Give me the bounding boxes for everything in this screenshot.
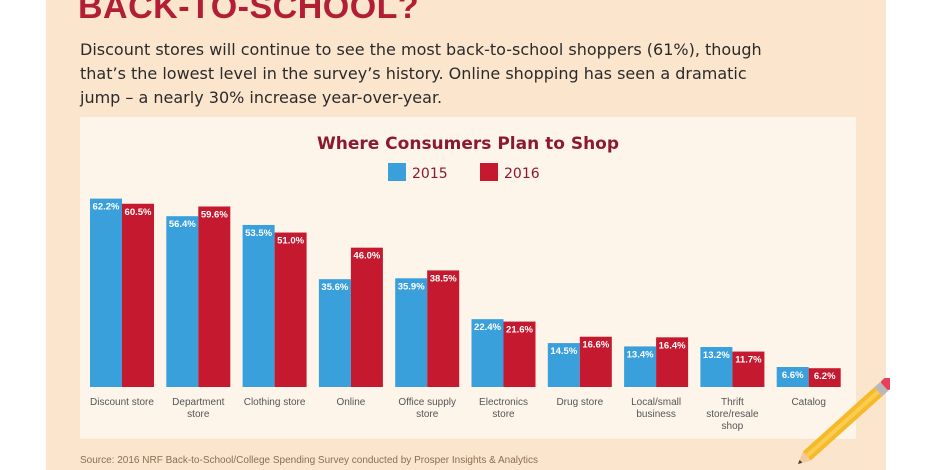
bar-2016-1 [198, 206, 231, 387]
category-label-8: store/resale [706, 409, 759, 420]
data-label-2015-5: 22.4% [474, 322, 501, 333]
bar-2016-4 [427, 270, 460, 387]
data-label-2016-3: 46.0% [353, 251, 380, 262]
chart-container: Where Consumers Plan to Shop 2015 2016 62.2… [80, 117, 856, 439]
category-label-5: Electronics [479, 397, 528, 408]
data-label-2015-3: 35.6% [321, 282, 348, 293]
bar-2015-8 [700, 347, 733, 387]
category-label-4: Office supply [398, 397, 456, 408]
bar-2015-3 [318, 279, 351, 387]
category-label-6: Drug store [556, 397, 603, 408]
headline: BACK-TO-SCHOOL? [78, 0, 420, 26]
bar-2016-8 [732, 351, 765, 387]
category-label-4: store [416, 409, 439, 420]
legend-swatch-2015 [388, 163, 406, 181]
bar-2015-4 [395, 278, 428, 387]
bar-chart: Where Consumers Plan to Shop 2015 2016 62.2… [90, 134, 841, 432]
bar-2015-7 [624, 346, 657, 387]
category-label-3: Online [336, 397, 365, 408]
data-label-2015-1: 56.4% [169, 219, 196, 230]
intro-text: Discount stores will continue to see the… [80, 40, 762, 107]
category-label-8: shop [722, 421, 744, 432]
bar-2016-5 [503, 321, 536, 387]
data-label-2016-9: 6.2% [814, 371, 836, 382]
pencil-icon [798, 378, 890, 464]
data-label-2016-6: 16.6% [582, 340, 609, 351]
legend-swatch-2016 [480, 163, 498, 181]
data-label-2015-7: 13.4% [627, 349, 654, 360]
bar-2016-0 [122, 203, 154, 387]
category-label-9: Catalog [791, 397, 825, 408]
bar-2016-9 [808, 368, 841, 387]
bar-2015-6 [547, 343, 580, 387]
category-label-7: business [636, 409, 675, 420]
bar-2016-7 [656, 337, 689, 387]
source-note: Source: 2016 NRF Back-to-School/College … [80, 455, 539, 466]
category-label-2: Clothing store [244, 397, 306, 408]
data-label-2015-2: 53.5% [245, 228, 272, 239]
data-label-2016-1: 59.6% [201, 209, 228, 220]
category-label-7: Local/small [631, 397, 681, 408]
data-label-2016-0: 60.5% [125, 207, 152, 218]
data-label-2016-5: 21.6% [506, 325, 533, 336]
data-label-2016-4: 38.5% [430, 273, 457, 284]
category-label-1: Department [172, 397, 224, 408]
bar-2016-6 [579, 336, 612, 387]
category-label-8: Thrift [721, 397, 744, 408]
bar-2016-3 [350, 247, 383, 387]
bar-2015-0 [90, 198, 122, 387]
data-label-2015-9: 6.6% [782, 370, 804, 381]
legend-label-2015: 2015 [412, 166, 448, 182]
bar-2015-1 [166, 216, 199, 387]
data-label-2015-0: 62.2% [93, 202, 120, 213]
data-label-2016-7: 16.4% [659, 340, 686, 351]
bar-2015-9 [776, 367, 809, 387]
bar-2016-2 [274, 232, 307, 387]
chart-title: Where Consumers Plan to Shop [317, 134, 619, 154]
data-label-2015-6: 14.5% [550, 346, 577, 357]
category-label-5: store [492, 409, 515, 420]
bar-2015-5 [471, 319, 504, 387]
data-label-2016-8: 11.7% [735, 355, 762, 366]
category-label-1: store [187, 409, 210, 420]
data-label-2015-4: 35.9% [398, 281, 425, 292]
data-label-2015-8: 13.2% [703, 350, 730, 361]
bar-2015-2 [242, 224, 275, 387]
data-label-2016-2: 51.0% [277, 236, 304, 247]
category-label-0: Discount store [90, 397, 154, 408]
legend-label-2016: 2016 [504, 166, 540, 182]
